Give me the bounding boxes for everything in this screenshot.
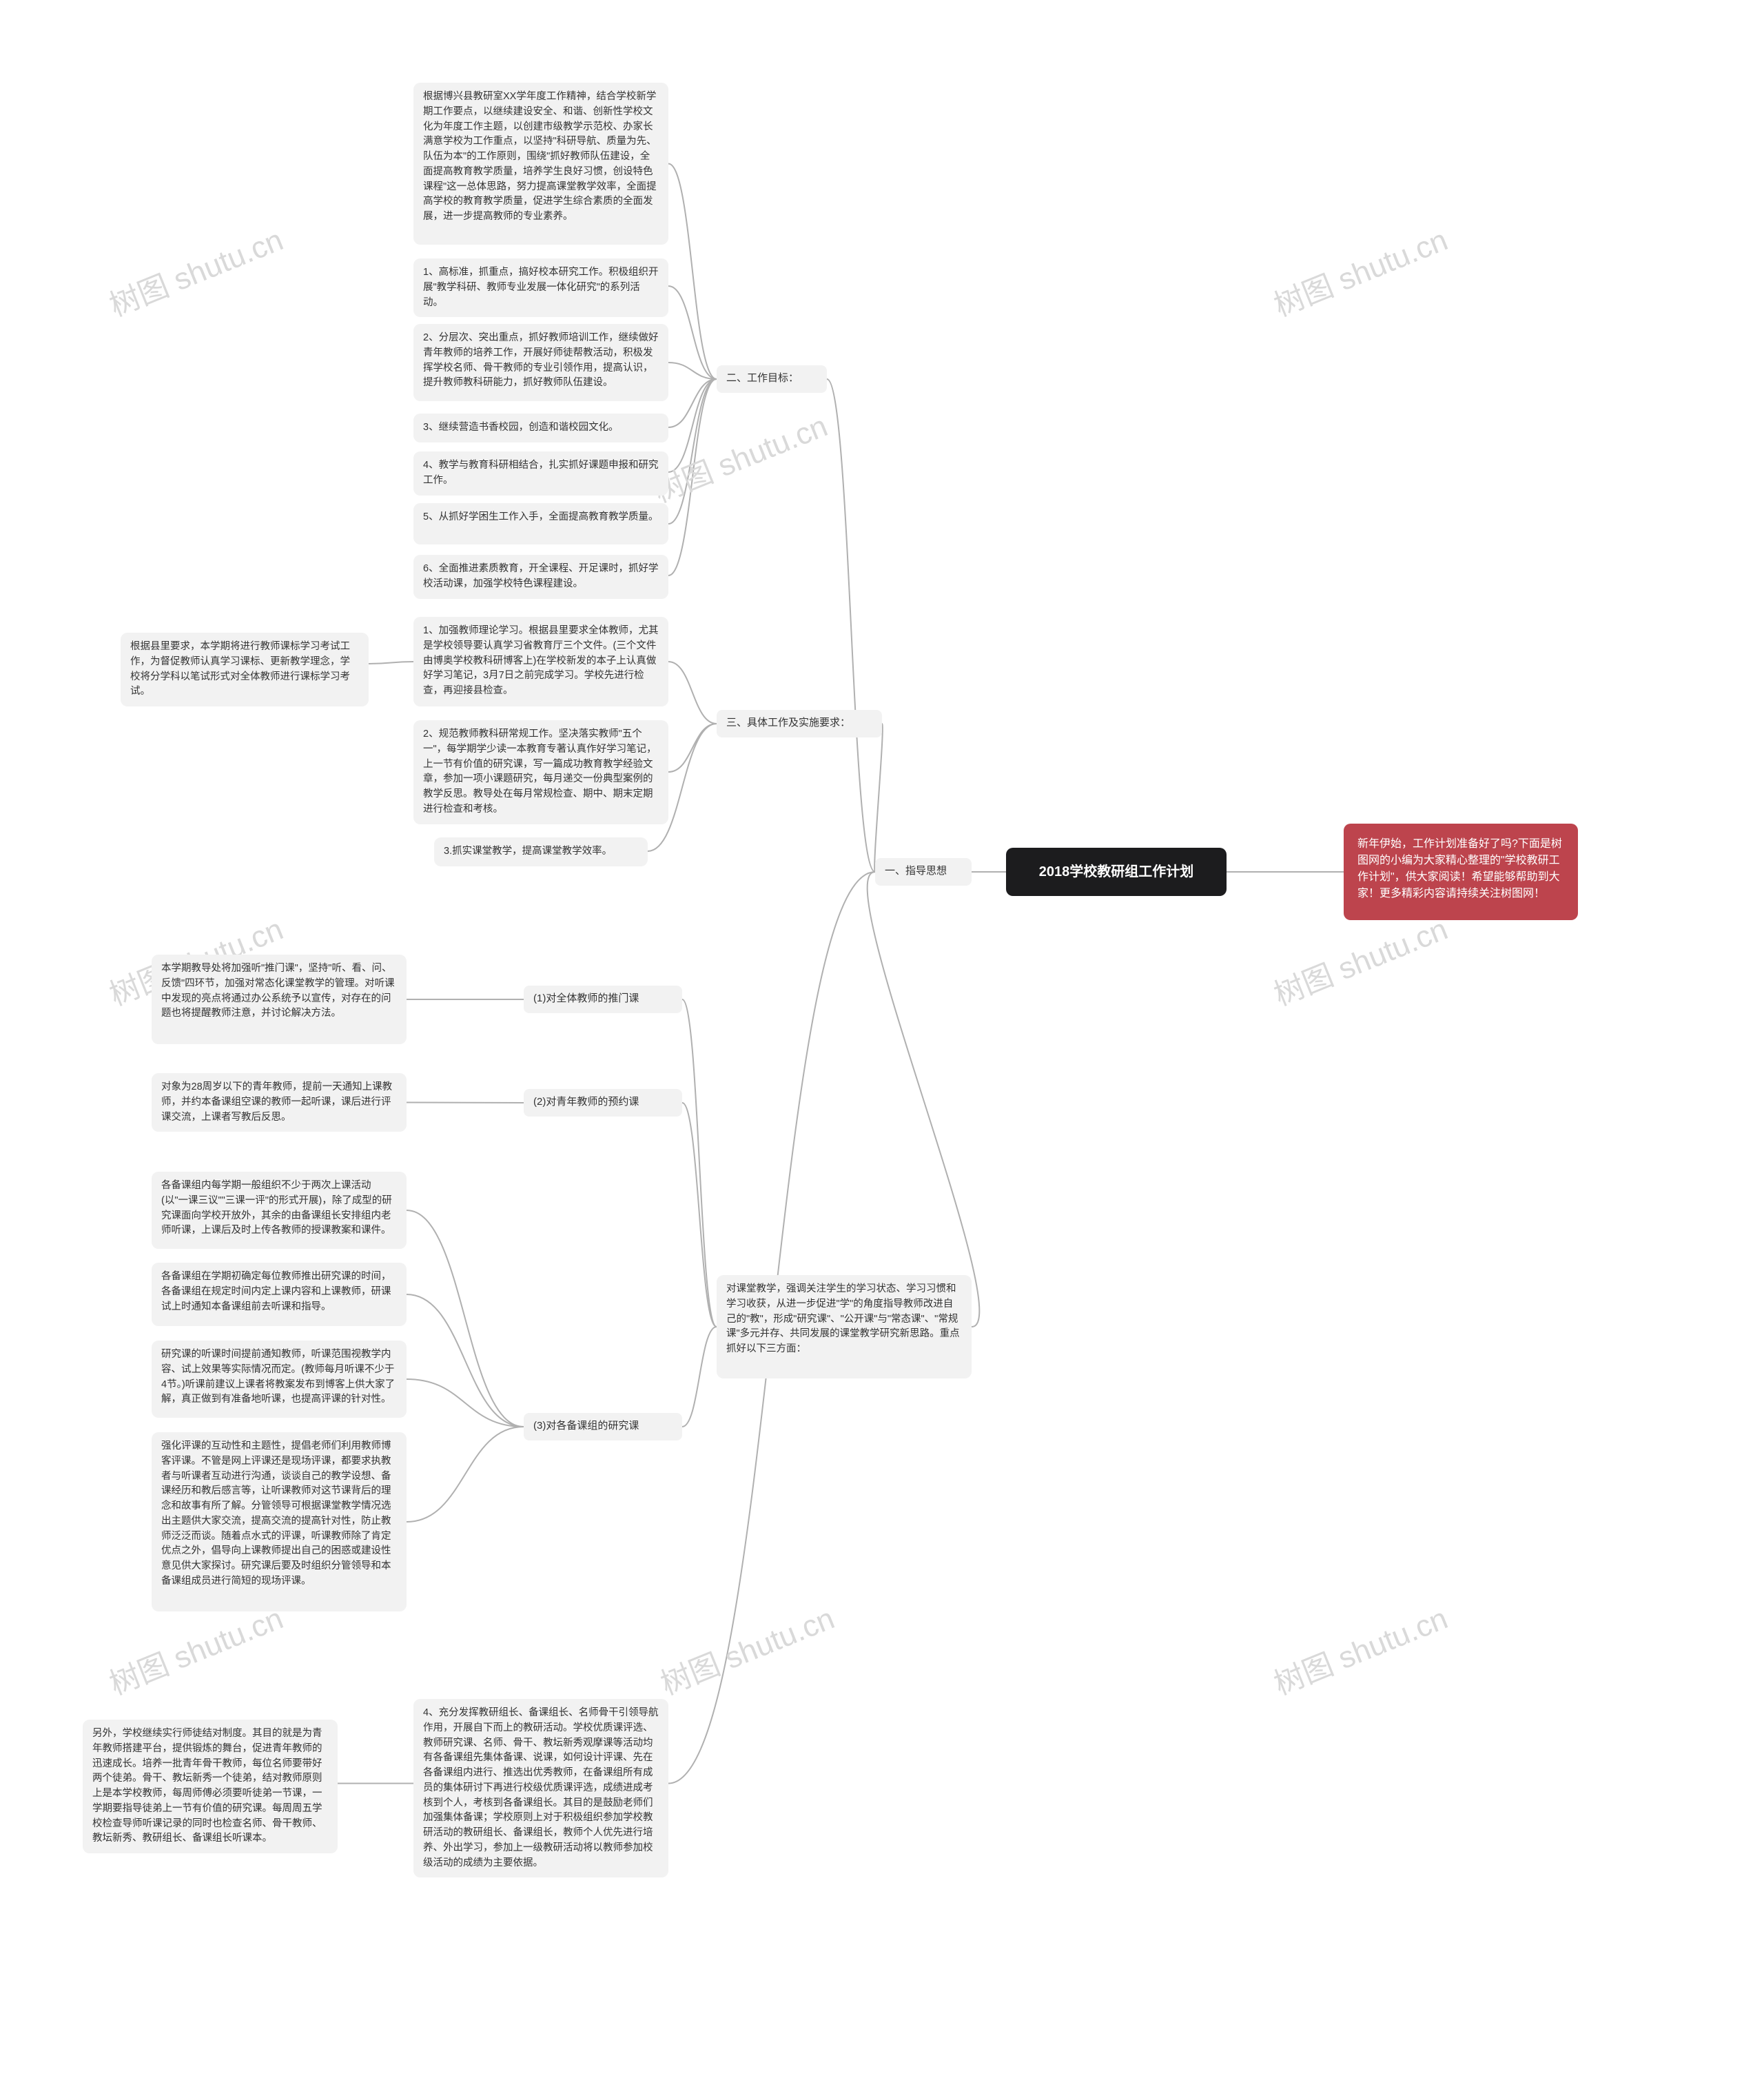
mindmap-canvas: 树图 shutu.cn 树图 shutu.cn 树图 shutu.cn 树图 s… [0,0,1764,2087]
topic-3-c[interactable]: 研究课的听课时间提前通知教师，听课范围视教学内容、试上效果等实际情况而定。(教师… [152,1341,407,1418]
goal-2[interactable]: 2、分层次、突出重点，抓好教师培训工作，继续做好青年教师的培养工作，开展好师徒帮… [413,324,668,401]
topic-1[interactable]: (1)对全体教师的推门课 [524,986,682,1013]
root-node[interactable]: 2018学校教研组工作计划 [1006,848,1227,896]
requirement-4-note[interactable]: 另外，学校继续实行师徒结对制度。其目的就是为青年教师搭建平台，提供锻炼的舞台，促… [83,1720,338,1853]
watermark: 树图 shutu.cn [1266,1594,1453,1703]
goal-1[interactable]: 1、高标准，抓重点，搞好校本研究工作。积极组织开展"教学科研、教师专业发展一体化… [413,258,668,317]
goal-6[interactable]: 6、全面推进素质教育，开全课程、开足课时，抓好学校活动课，加强学校特色课程建设。 [413,555,668,599]
topic-1-note[interactable]: 本学期教导处将加强听"推门课"，坚持"听、看、问、反馈"四环节，加强对常态化课堂… [152,955,407,1044]
requirement-2[interactable]: 2、规范教师教科研常规工作。坚决落实教师"五个一"，每学期学少读一本教育专著认真… [413,720,668,824]
goal-4[interactable]: 4、教学与教育科研相结合，扎实抓好课题申报和研究工作。 [413,451,668,496]
topic-3-a[interactable]: 各备课组内每学期一般组织不少于两次上课活动(以"一课三议""三课一评"的形式开展… [152,1172,407,1249]
requirement-4[interactable]: 4、充分发挥教研组长、备课组长、名师骨干引领导航作用，开展自下而上的教研活动。学… [413,1699,668,1877]
requirement-1-note[interactable]: 根据县里要求，本学期将进行教师课标学习考试工作，为督促教师认真学习课标、更新教学… [121,633,369,706]
section-requirements[interactable]: 三、具体工作及实施要求： [717,710,882,737]
watermark: 树图 shutu.cn [653,1594,840,1703]
intro-node[interactable]: 新年伊始，工作计划准备好了吗?下面是树图网的小编为大家精心整理的"学校教研工作计… [1344,824,1578,920]
requirement-1[interactable]: 1、加强教师理论学习。根据县里要求全体教师，尤其是学校领导要认真学习省教育厅三个… [413,617,668,706]
section-goals[interactable]: 二、工作目标： [717,365,827,393]
watermark: 树图 shutu.cn [102,215,289,325]
goal-5[interactable]: 5、从抓好学困生工作入手，全面提高教育教学质量。 [413,503,668,544]
goal-3[interactable]: 3、继续营造书香校园，创造和谐校园文化。 [413,414,668,442]
topic-2-note[interactable]: 对象为28周岁以下的青年教师，提前一天通知上课教师，并约本备课组空课的教师一起听… [152,1073,407,1132]
topic-2[interactable]: (2)对青年教师的预约课 [524,1089,682,1117]
watermark: 树图 shutu.cn [1266,904,1453,1014]
topic-3-b[interactable]: 各备课组在学期初确定每位教师推出研究课的时间，各备课组在规定时间内定上课内容和上… [152,1263,407,1326]
classroom-intro[interactable]: 对课堂教学，强调关注学生的学习状态、学习习惯和学习收获，从进一步促进"学"的角度… [717,1275,972,1378]
watermark: 树图 shutu.cn [1266,215,1453,325]
goals-summary[interactable]: 根据博兴县教研室XX学年度工作精神，结合学校新学期工作要点，以继续建设安全、和谐… [413,83,668,245]
watermark: 树图 shutu.cn [646,401,833,511]
topic-3-d[interactable]: 强化评课的互动性和主题性，提倡老师们利用教师博客评课。不管是网上评课还是现场评课… [152,1432,407,1611]
requirement-3[interactable]: 3.抓实课堂教学，提高课堂教学效率。 [434,837,648,866]
section-guiding[interactable]: 一、指导思想 [875,858,972,886]
topic-3[interactable]: (3)对各备课组的研究课 [524,1413,682,1440]
